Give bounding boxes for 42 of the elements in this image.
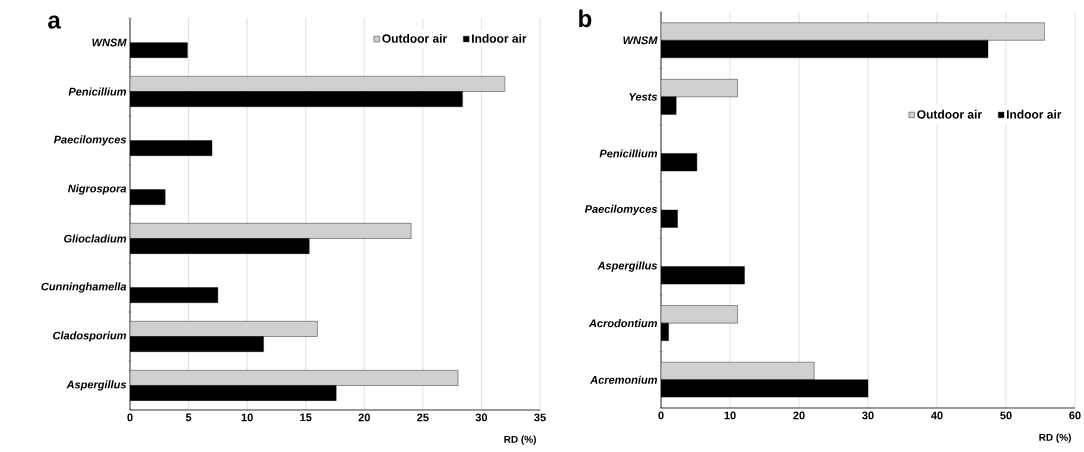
- bar: [130, 223, 412, 239]
- legend-label: Indoor air: [1006, 109, 1062, 119]
- y-tick-label: Penicillium: [599, 149, 658, 158]
- x-tick-label: 0: [658, 411, 664, 420]
- y-tick-label: Gliocladium: [64, 234, 127, 243]
- y-tick-label: Penicillium: [68, 87, 127, 96]
- legend-label: Outdoor air: [382, 33, 447, 43]
- y-tick-label: Cladosporium: [53, 331, 127, 342]
- x-tick-label: 50: [1000, 411, 1012, 420]
- y-tick-label: Aspergillus: [66, 380, 127, 391]
- bar: [130, 76, 506, 92]
- x-tick-label: 5: [185, 413, 192, 422]
- x-tick-label: 10: [724, 411, 736, 420]
- y-tick-label: Cunninghamella: [41, 282, 127, 293]
- y-tick-label: WNSM: [623, 36, 658, 45]
- x-tick-label: 20: [358, 413, 370, 422]
- chart-title: a: [48, 15, 61, 29]
- y-tick-label: Paecilomyces: [584, 204, 658, 216]
- x-tick-label: 0: [127, 413, 133, 422]
- bar: [130, 321, 318, 337]
- y-tick-label: Aspergillus: [597, 261, 658, 272]
- x-tick-label: 60: [1069, 411, 1081, 420]
- x-tick-label: 20: [793, 411, 805, 420]
- legend-label: Outdoor air: [917, 109, 982, 119]
- y-tick-label: Acremonium: [590, 375, 657, 384]
- y-tick-label: Paecilomyces: [53, 135, 127, 146]
- x-tick-label: 40: [931, 411, 943, 420]
- x-tick-label: 30: [475, 413, 488, 422]
- y-tick-label: Acrodontium: [588, 319, 658, 328]
- x-tick-label: 30: [862, 411, 874, 420]
- legend-label: Indoor air: [472, 33, 527, 43]
- chart-title: b: [579, 9, 592, 28]
- x-tick-label: 15: [300, 413, 312, 422]
- y-tick-label: Nigrospora: [68, 184, 127, 195]
- bar: [130, 370, 459, 386]
- x-axis-title: RD (%): [504, 435, 536, 445]
- x-tick-label: 25: [417, 413, 429, 422]
- y-tick-label: WNSM: [92, 38, 127, 47]
- x-tick-label: 35: [534, 413, 546, 422]
- x-tick-label: 10: [241, 413, 253, 422]
- y-tick-label: Yests: [629, 93, 658, 101]
- x-axis-title: RD (%): [1039, 433, 1071, 443]
